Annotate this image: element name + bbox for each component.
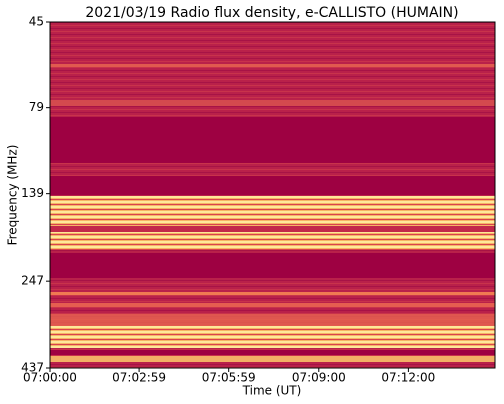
plot-frame (49, 21, 496, 369)
y-tick-label: 79 (29, 100, 44, 114)
x-tick-label: 07:09:00 (292, 371, 346, 385)
spectrogram-band (50, 356, 495, 362)
y-tick-label: 45 (29, 15, 44, 29)
chart-title: 2021/03/19 Radio flux density, e-CALLIST… (85, 5, 458, 21)
y-tick-label: 247 (21, 274, 44, 288)
spectrogram-band (50, 326, 495, 348)
y-tick-label: 139 (21, 186, 44, 200)
y-axis-label: Frequency (MHz) (6, 145, 20, 246)
spectrogram-band (50, 314, 495, 326)
spectrogram-band (50, 292, 495, 295)
spectrogram-band (50, 176, 495, 195)
x-tick-label: 07:05:59 (202, 371, 256, 385)
spectrogram-band (50, 303, 495, 307)
spectrogram-band (50, 350, 495, 355)
x-tick-label: 07:02:59 (112, 371, 166, 385)
x-tick-label: 07:00:00 (23, 371, 77, 385)
spectrogram-band (50, 100, 495, 106)
x-tick-label: 07:12:00 (381, 371, 435, 385)
spectrogram-band (50, 226, 495, 232)
spectrogram-band (50, 64, 495, 67)
y-tick-label: 437 (21, 361, 44, 375)
x-axis-label: Time (UT) (242, 384, 302, 398)
axes: 07:00:00 07:02:59 07:05:59 07:09:00 07:12:00… (21, 15, 435, 385)
spectrogram-band (50, 196, 495, 250)
spectrogram-band (50, 253, 495, 278)
spectrogram (50, 22, 495, 368)
spectrogram-band (50, 117, 495, 163)
